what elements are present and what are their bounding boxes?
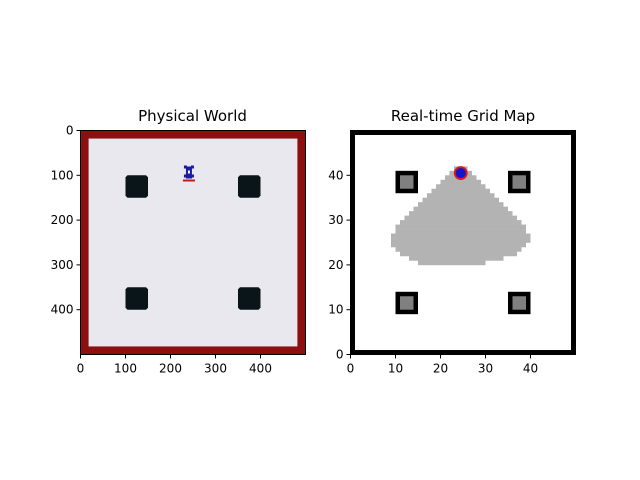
physical-world-panel: Physical World 0 100 200 300 400 0 100 200 300 40… bbox=[51, 107, 306, 376]
y-tick-label-200: 200 bbox=[51, 213, 74, 227]
explored-row-30 bbox=[404, 215, 517, 221]
robot-wheel-fr bbox=[190, 165, 194, 169]
y-tick-label-0: 0 bbox=[336, 348, 344, 362]
explored-row-27 bbox=[395, 229, 526, 234]
explored-row-31 bbox=[409, 211, 513, 216]
y-tick-label-400: 400 bbox=[51, 303, 74, 317]
obstacle-4 bbox=[238, 287, 261, 310]
robot-wheel-rr bbox=[190, 174, 194, 178]
grid-map-frame bbox=[350, 130, 576, 355]
x-tick-label-40: 40 bbox=[523, 362, 538, 376]
y-tick-label-300: 300 bbox=[51, 258, 74, 272]
explored-row-29 bbox=[400, 220, 522, 225]
explored-row-24 bbox=[391, 242, 526, 248]
obstacle-core bbox=[400, 296, 414, 310]
physical-world-scene bbox=[80, 130, 306, 355]
grid-map-panel: Real-time Grid Map 0 10 20 30 40 0 10 20 30 40 bbox=[328, 107, 576, 376]
explored-row-33 bbox=[418, 202, 504, 207]
x-tick-label-30: 30 bbox=[478, 362, 493, 376]
x-tick-label-400: 400 bbox=[249, 362, 272, 376]
explored-row-22 bbox=[400, 251, 517, 257]
explored-row-25 bbox=[391, 238, 531, 243]
explored-row-34 bbox=[422, 197, 499, 203]
grid-map-axes: 0 10 20 30 40 0 10 20 30 40 bbox=[328, 130, 576, 376]
x-tick-label-300: 300 bbox=[204, 362, 227, 376]
robot-window bbox=[187, 170, 190, 174]
border-left bbox=[350, 130, 355, 355]
x-tick-label-0: 0 bbox=[347, 362, 355, 376]
explored-row-23 bbox=[395, 246, 522, 252]
obstacle-core bbox=[512, 296, 526, 310]
border-right bbox=[571, 130, 576, 355]
explored-row-37 bbox=[436, 184, 486, 190]
obstacle-core bbox=[512, 175, 526, 189]
x-tick-label-200: 200 bbox=[159, 362, 182, 376]
physical-world-frame bbox=[80, 130, 306, 355]
grid-obstacle-3 bbox=[395, 291, 418, 315]
y-tick-label-20: 20 bbox=[328, 258, 343, 272]
robot bbox=[182, 165, 195, 182]
border-top bbox=[350, 130, 576, 135]
grid-obstacle-4 bbox=[508, 291, 531, 315]
grid-obstacle-2 bbox=[508, 170, 531, 194]
obstacle-2 bbox=[238, 175, 261, 198]
y-tick-label-30: 30 bbox=[328, 213, 343, 227]
grid-map-scene bbox=[350, 130, 576, 355]
explored-row-32 bbox=[413, 206, 508, 212]
grid-map-title: Real-time Grid Map bbox=[391, 107, 535, 125]
explored-row-36 bbox=[431, 188, 490, 194]
border-bottom bbox=[350, 350, 576, 355]
explored-row-28 bbox=[395, 224, 526, 230]
obstacle-1 bbox=[125, 175, 148, 198]
robot-wheel-fl bbox=[183, 165, 187, 169]
explored-row-35 bbox=[427, 193, 495, 198]
robot-bumper bbox=[182, 179, 195, 182]
y-tick-label-40: 40 bbox=[328, 168, 343, 182]
x-tick-label-10: 10 bbox=[388, 362, 403, 376]
physical-world-axes: 0 100 200 300 400 0 100 200 300 400 bbox=[51, 124, 306, 376]
y-tick-label-10: 10 bbox=[328, 303, 343, 317]
explored-region bbox=[391, 166, 531, 266]
explored-row-21 bbox=[409, 255, 504, 261]
x-tick-label-100: 100 bbox=[114, 362, 137, 376]
y-tick-label-100: 100 bbox=[51, 168, 74, 182]
explored-row-20 bbox=[418, 260, 486, 266]
x-tick-label-20: 20 bbox=[433, 362, 448, 376]
robot-marker bbox=[453, 166, 468, 180]
y-tick-label-0: 0 bbox=[66, 124, 74, 138]
explored-row-26 bbox=[391, 233, 531, 239]
occupied-border bbox=[350, 130, 576, 355]
obstacle-core bbox=[400, 175, 414, 189]
x-tick-label-0: 0 bbox=[77, 362, 85, 376]
grid-obstacle-1 bbox=[395, 170, 418, 194]
obstacle-3 bbox=[125, 287, 148, 310]
explored-row-38 bbox=[440, 179, 481, 185]
physical-world-title: Physical World bbox=[138, 107, 247, 125]
floor bbox=[88, 138, 298, 347]
robot-wheel-rl bbox=[183, 174, 187, 178]
